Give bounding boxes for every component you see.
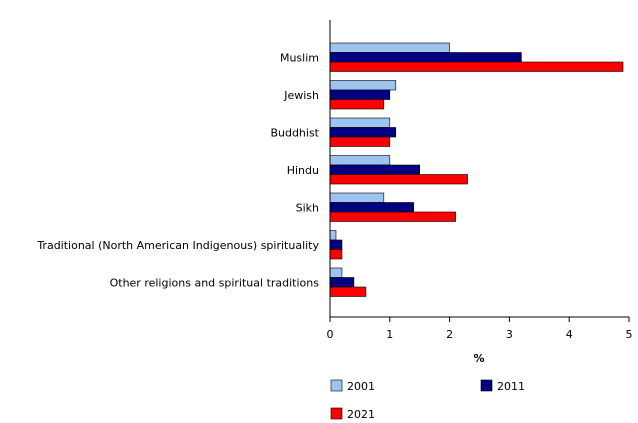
- bar-2001-0: [329, 42, 450, 53]
- bar-2011-1: [329, 89, 391, 100]
- category-label: Other religions and spiritual traditions: [110, 276, 320, 289]
- bar-2021-5: [329, 249, 343, 260]
- bar-2021-2: [329, 136, 391, 147]
- bars-group: [329, 42, 624, 297]
- bar-2021-6: [329, 286, 367, 297]
- category-label: Hindu: [287, 164, 319, 177]
- bar-2011-2: [329, 127, 397, 138]
- legend-label-2001: 2001: [347, 380, 375, 393]
- x-ticks: 0 1 2 3 4 5: [327, 317, 633, 341]
- bar-2011-5: [329, 239, 343, 250]
- category-label: Jewish: [283, 89, 319, 102]
- legend-label-2011: 2011: [497, 380, 525, 393]
- x-tick-label: 5: [626, 328, 633, 341]
- x-tick-label: 4: [566, 328, 573, 341]
- legend-swatch-2001: [330, 379, 343, 392]
- bar-2001-2: [329, 117, 391, 128]
- legend-swatch-2021: [330, 407, 343, 420]
- bar-2021-1: [329, 99, 385, 110]
- category-label: Traditional (North American Indigenous) …: [36, 239, 319, 252]
- bar-2001-5: [329, 230, 337, 241]
- category-label: Buddhist: [270, 126, 319, 139]
- bar-2021-3: [329, 174, 468, 185]
- x-tick-label: 1: [386, 328, 393, 341]
- category-labels: Muslim Jewish Buddhist Hindu Sikh Traditional…: [36, 51, 319, 289]
- x-tick-label: 0: [327, 328, 334, 341]
- axes-group: [329, 20, 629, 318]
- bar-2011-4: [329, 202, 415, 213]
- bar-2011-6: [329, 277, 355, 288]
- x-tick-label: 3: [506, 328, 513, 341]
- bar-2011-3: [329, 164, 420, 175]
- legend-label-2021: 2021: [347, 408, 375, 421]
- category-label: Sikh: [296, 201, 319, 214]
- legend-swatch-2011: [480, 379, 493, 392]
- bar-2021-4: [329, 211, 456, 222]
- bar-2001-1: [329, 80, 397, 91]
- bar-2021-0: [329, 61, 624, 72]
- bar-2001-3: [329, 155, 391, 166]
- bar-2001-4: [329, 192, 385, 203]
- x-tick-label: 2: [446, 328, 453, 341]
- bar-2011-0: [329, 52, 522, 63]
- category-label: Muslim: [280, 51, 319, 64]
- legend: 2001 2011 2021: [330, 379, 525, 421]
- x-axis-title: %: [473, 352, 484, 365]
- bar-2001-6: [329, 267, 343, 278]
